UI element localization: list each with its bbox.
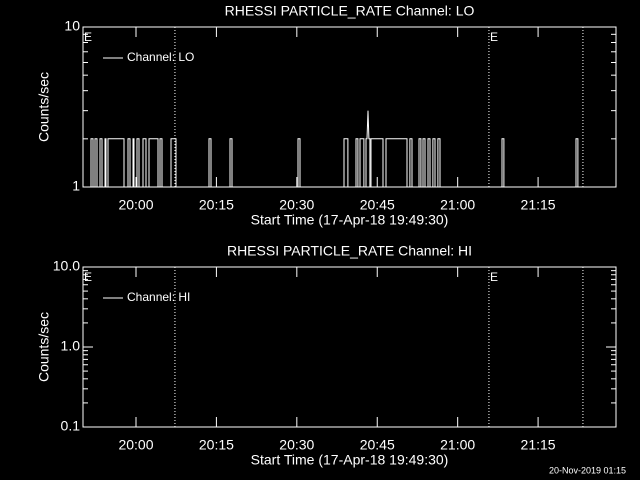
- x-tick-label: 21:15: [521, 197, 556, 213]
- legend-label: Channel: LO: [127, 50, 194, 64]
- chart-title: RHESSI PARTICLE_RATE Channel: LO: [225, 3, 475, 19]
- x-tick-label: 20:15: [199, 437, 234, 453]
- x-tick-label: 20:00: [118, 437, 153, 453]
- y-tick-label: 1.0: [61, 338, 81, 354]
- x-tick-label: 20:30: [279, 197, 314, 213]
- x-tick-label: 21:00: [440, 437, 475, 453]
- annotation: E: [490, 270, 498, 284]
- y-axis-title: Counts/sec: [36, 72, 52, 142]
- x-tick-label: 20:45: [360, 197, 395, 213]
- x-tick-label: 20:15: [199, 197, 234, 213]
- annotation: E: [84, 30, 92, 44]
- x-tick-label: 20:45: [360, 437, 395, 453]
- x-tick-label: 21:00: [440, 197, 475, 213]
- x-tick-label: 21:15: [521, 437, 556, 453]
- x-axis-title: Start Time (17-Apr-18 19:49:30): [251, 452, 449, 468]
- y-tick-label: 0.1: [61, 418, 81, 434]
- x-tick-label: 20:30: [279, 437, 314, 453]
- x-tick-label: 20:00: [118, 197, 153, 213]
- y-tick-label: 1: [72, 178, 80, 194]
- y-axis-title: Counts/sec: [36, 312, 52, 382]
- legend-label: Channel: HI: [127, 290, 190, 304]
- chart-title: RHESSI PARTICLE_RATE Channel: HI: [227, 243, 472, 259]
- footer: 20-Nov-2019 01:15: [549, 465, 626, 475]
- data-line: [90, 110, 579, 188]
- y-tick-label: 10.0: [53, 258, 80, 274]
- annotation: E: [490, 30, 498, 44]
- x-axis-title: Start Time (17-Apr-18 19:49:30): [251, 212, 449, 228]
- y-tick-label: 10: [64, 18, 80, 34]
- annotation: E: [84, 270, 92, 284]
